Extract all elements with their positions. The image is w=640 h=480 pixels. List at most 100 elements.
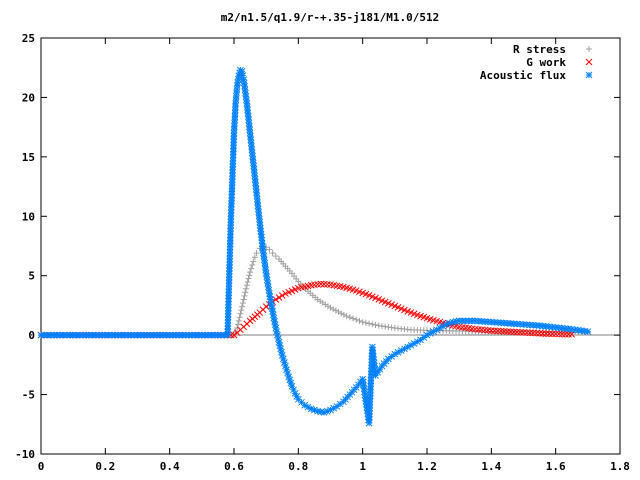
data-point (224, 304, 232, 312)
data-point (356, 317, 363, 324)
data-point (243, 282, 250, 289)
data-point (224, 307, 232, 315)
data-point (66, 331, 74, 339)
data-point (156, 331, 164, 339)
data-point (114, 331, 122, 339)
data-point (335, 308, 342, 315)
data-point (239, 303, 246, 310)
data-point (169, 331, 177, 339)
data-point (332, 307, 339, 314)
x-tick-label: 0.6 (224, 460, 244, 473)
x-tick-label: 0.4 (160, 460, 180, 473)
y-tick-label: 0 (28, 329, 35, 342)
data-point (229, 172, 236, 180)
data-point (366, 320, 373, 327)
data-point (137, 331, 145, 339)
data-point (369, 321, 376, 328)
data-point (82, 331, 90, 339)
data-point (369, 350, 377, 357)
data-point (568, 331, 576, 338)
data-point (247, 269, 254, 276)
data-point (40, 331, 48, 339)
data-point (225, 295, 232, 302)
data-point (53, 331, 61, 339)
data-point (226, 264, 233, 272)
data-point (214, 331, 222, 339)
data-point (251, 254, 258, 261)
data-point (242, 289, 249, 296)
y-tick-label: 25 (22, 32, 35, 45)
data-point (229, 154, 237, 162)
y-tick-label: 5 (28, 270, 35, 283)
data-point (340, 311, 347, 318)
data-point (238, 307, 245, 314)
x-tick-label: 1.6 (546, 460, 566, 473)
data-point (243, 285, 250, 292)
data-point (204, 331, 212, 339)
data-point (229, 148, 237, 155)
data-point (227, 231, 234, 238)
data-point (249, 262, 256, 269)
data-point (251, 175, 259, 183)
data-point (235, 321, 242, 328)
data-point (195, 331, 202, 339)
data-point (343, 313, 350, 320)
data-point (229, 163, 237, 171)
x-tick-label: 1.8 (610, 460, 630, 473)
data-point (330, 306, 337, 313)
y-tick-label: -5 (22, 389, 35, 402)
legend-label: Acoustic flux (480, 69, 566, 82)
data-point (228, 200, 235, 208)
data-point (244, 278, 251, 285)
data-point (63, 331, 71, 339)
legend-marker (585, 58, 593, 66)
data-point (224, 316, 232, 324)
data-point (230, 145, 237, 152)
data-point (346, 314, 353, 321)
data-point (236, 314, 243, 321)
data-point (226, 240, 234, 247)
data-point (350, 315, 357, 322)
data-point (239, 300, 246, 307)
legend-marker (585, 71, 593, 79)
data-point (366, 404, 374, 412)
data-point (225, 298, 232, 305)
x-tick-label: 1.2 (417, 460, 437, 473)
data-point (226, 255, 234, 263)
x-tick-label: 1 (359, 460, 366, 473)
x-tick-label: 0.2 (95, 460, 115, 473)
data-point (56, 331, 64, 339)
plot-frame (40, 37, 621, 455)
data-point (224, 331, 231, 339)
data-point (372, 321, 379, 328)
plot-area (37, 66, 592, 427)
data-point (465, 317, 473, 325)
data-point (108, 331, 116, 339)
axes-ticks: 0 0.2 0.4 0.6 0.8 1 1.2 1.4 1.6 1.8 -10 -5 0 5 10 15 20 2… (15, 32, 630, 473)
data-point (327, 304, 334, 311)
y-tick-label: 10 (22, 210, 35, 223)
chart-title: m2/n1.5/q1.9/r-+.35-j181/M1.0/512 (221, 11, 440, 24)
data-point (179, 331, 186, 339)
data-point (140, 331, 148, 339)
data-point (225, 273, 233, 281)
x-tick-label: 1.4 (481, 460, 501, 473)
data-point (163, 331, 170, 339)
data-point (111, 331, 119, 339)
legend-label: R stress (513, 43, 566, 56)
data-point (227, 218, 235, 226)
data-point (266, 246, 273, 253)
data-point (235, 317, 242, 324)
data-point (264, 280, 272, 287)
x-tick-label: 0 (38, 460, 45, 473)
data-point (362, 319, 369, 326)
data-point (317, 280, 325, 288)
data-point (420, 334, 428, 341)
data-point (275, 294, 283, 301)
data-point (237, 310, 244, 317)
legend-label: G work (526, 56, 566, 69)
data-point (323, 281, 331, 288)
data-point (241, 292, 248, 299)
data-point (367, 380, 375, 387)
